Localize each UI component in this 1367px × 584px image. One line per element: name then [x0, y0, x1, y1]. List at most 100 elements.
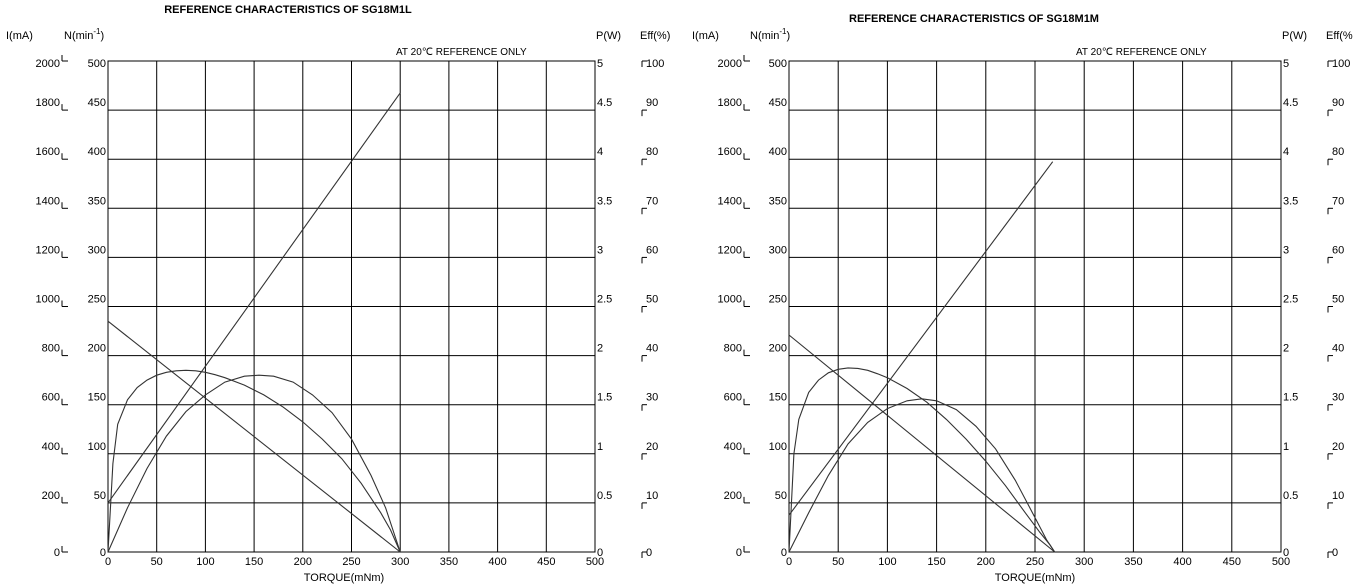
- current-tick-label: 1200: [718, 244, 742, 256]
- speed-axis-label: N(min-1): [750, 27, 790, 42]
- current-tick-label: 1400: [36, 195, 60, 207]
- efficiency-axis-label: Eff(%): [640, 30, 670, 42]
- current-series-line: [107, 92, 401, 504]
- power-axis-label: P(W): [596, 30, 621, 42]
- x-tick-label: 200: [294, 556, 312, 568]
- efficiency-tick-label: 40: [1332, 343, 1344, 355]
- current-tick-label: 0: [736, 547, 742, 559]
- current-tick-label: 2000: [36, 58, 60, 70]
- x-tick-label: 400: [488, 556, 506, 568]
- speed-tick-label: 300: [88, 244, 106, 256]
- speed-tick-label: 250: [769, 294, 787, 306]
- reference-note: AT 20℃ REFERENCE ONLY: [1076, 47, 1207, 58]
- speed-tick-label: 200: [769, 343, 787, 355]
- current-series-line: [788, 161, 1054, 516]
- power-tick-label: 3: [1283, 244, 1289, 256]
- power-tick-label: 3: [597, 244, 603, 256]
- speed-tick-label: 450: [769, 97, 787, 109]
- x-tick-label: 300: [1075, 556, 1093, 568]
- x-axis-label: TORQUE(mNm): [995, 572, 1075, 584]
- power-tick-label: 4.5: [597, 97, 612, 109]
- power-tick-label: 1.5: [597, 392, 612, 404]
- x-tick-label: 450: [537, 556, 555, 568]
- power-tick-label: 0: [1283, 547, 1289, 559]
- current-tick-label: 1600: [718, 146, 742, 158]
- x-tick-label: 250: [1026, 556, 1044, 568]
- x-tick-label: 250: [342, 556, 360, 568]
- current-tick-label: 200: [42, 490, 60, 502]
- efficiency-tick-label: 30: [1332, 392, 1344, 404]
- power-tick-label: 3.5: [597, 195, 612, 207]
- power-tick-label: 2.5: [1283, 294, 1298, 306]
- efficiency-tick-label: 50: [646, 294, 658, 306]
- current-tick-label: 800: [42, 343, 60, 355]
- x-tick-label: 100: [878, 556, 896, 568]
- speed-tick-label: 200: [88, 343, 106, 355]
- current-tick-label: 0: [54, 547, 60, 559]
- chart-panel-sg18m1m: REFERENCE CHARACTERISTICS OF SG18M1M I(m…: [686, 0, 1367, 584]
- speed-tick-label: 500: [769, 58, 787, 70]
- x-tick-label: 200: [977, 556, 995, 568]
- x-tick-label: 300: [391, 556, 409, 568]
- speed-tick-label: 450: [88, 97, 106, 109]
- x-tick-label: 350: [440, 556, 458, 568]
- efficiency-tick-label: 100: [1332, 58, 1350, 70]
- efficiency-series-line: [788, 367, 1056, 553]
- x-tick-label: 0: [786, 556, 792, 568]
- current-axis-label: I(mA): [692, 30, 719, 42]
- chart-title: REFERENCE CHARACTERISTICS OF SG18M1M: [849, 13, 1099, 25]
- efficiency-tick-label: 90: [1332, 97, 1344, 109]
- efficiency-tick-label: 80: [646, 146, 658, 158]
- power-tick-label: 2: [1283, 343, 1289, 355]
- efficiency-tick-label: 20: [646, 441, 658, 453]
- speed-series-line: [107, 320, 401, 553]
- current-tick-label: 400: [42, 441, 60, 453]
- power-tick-label: 0.5: [597, 490, 612, 502]
- current-tick-label: 2000: [718, 58, 742, 70]
- power-tick-label: 5: [597, 58, 603, 70]
- power-tick-label: 1: [597, 441, 603, 453]
- efficiency-tick-label: 80: [1332, 146, 1344, 158]
- efficiency-tick-label: 10: [646, 490, 658, 502]
- x-tick-label: 500: [586, 556, 604, 568]
- chart-panel-sg18m1l: REFERENCE CHARACTERISTICS OF SG18M1L I(m…: [6, 4, 670, 584]
- efficiency-series-line: [107, 369, 401, 553]
- speed-tick-label: 400: [88, 146, 106, 158]
- x-tick-label: 100: [196, 556, 214, 568]
- x-tick-label: 150: [245, 556, 263, 568]
- speed-tick-label: 350: [769, 195, 787, 207]
- efficiency-tick-label: 20: [1332, 441, 1344, 453]
- power-tick-label: 2.5: [597, 294, 612, 306]
- efficiency-tick-label: 60: [1332, 244, 1344, 256]
- efficiency-tick-label: 0: [646, 547, 652, 559]
- current-tick-label: 1200: [36, 244, 60, 256]
- x-tick-label: 50: [832, 556, 844, 568]
- x-tick-label: 400: [1173, 556, 1191, 568]
- x-tick-label: 450: [1223, 556, 1241, 568]
- power-tick-label: 1.5: [1283, 392, 1298, 404]
- current-tick-label: 1800: [36, 97, 60, 109]
- current-tick-label: 600: [42, 392, 60, 404]
- current-tick-label: 600: [724, 392, 742, 404]
- current-tick-label: 400: [724, 441, 742, 453]
- efficiency-axis-label: Eff(%: [1326, 30, 1353, 42]
- x-tick-label: 350: [1124, 556, 1142, 568]
- power-series-line: [107, 374, 401, 553]
- power-axis-label: P(W): [1282, 30, 1307, 42]
- speed-tick-label: 350: [88, 195, 106, 207]
- efficiency-tick-label: 40: [646, 343, 658, 355]
- speed-tick-label: 0: [100, 547, 106, 559]
- current-tick-label: 1000: [36, 294, 60, 306]
- power-tick-label: 0.5: [1283, 490, 1298, 502]
- current-tick-label: 1600: [36, 146, 60, 158]
- x-tick-label: 0: [105, 556, 111, 568]
- power-tick-label: 4.5: [1283, 97, 1298, 109]
- current-tick-label: 800: [724, 343, 742, 355]
- speed-series-line: [788, 334, 1056, 553]
- efficiency-tick-label: 50: [1332, 294, 1344, 306]
- speed-tick-label: 400: [769, 146, 787, 158]
- speed-tick-label: 150: [769, 392, 787, 404]
- efficiency-tick-label: 0: [1332, 547, 1338, 559]
- power-tick-label: 0: [597, 547, 603, 559]
- speed-tick-label: 0: [781, 547, 787, 559]
